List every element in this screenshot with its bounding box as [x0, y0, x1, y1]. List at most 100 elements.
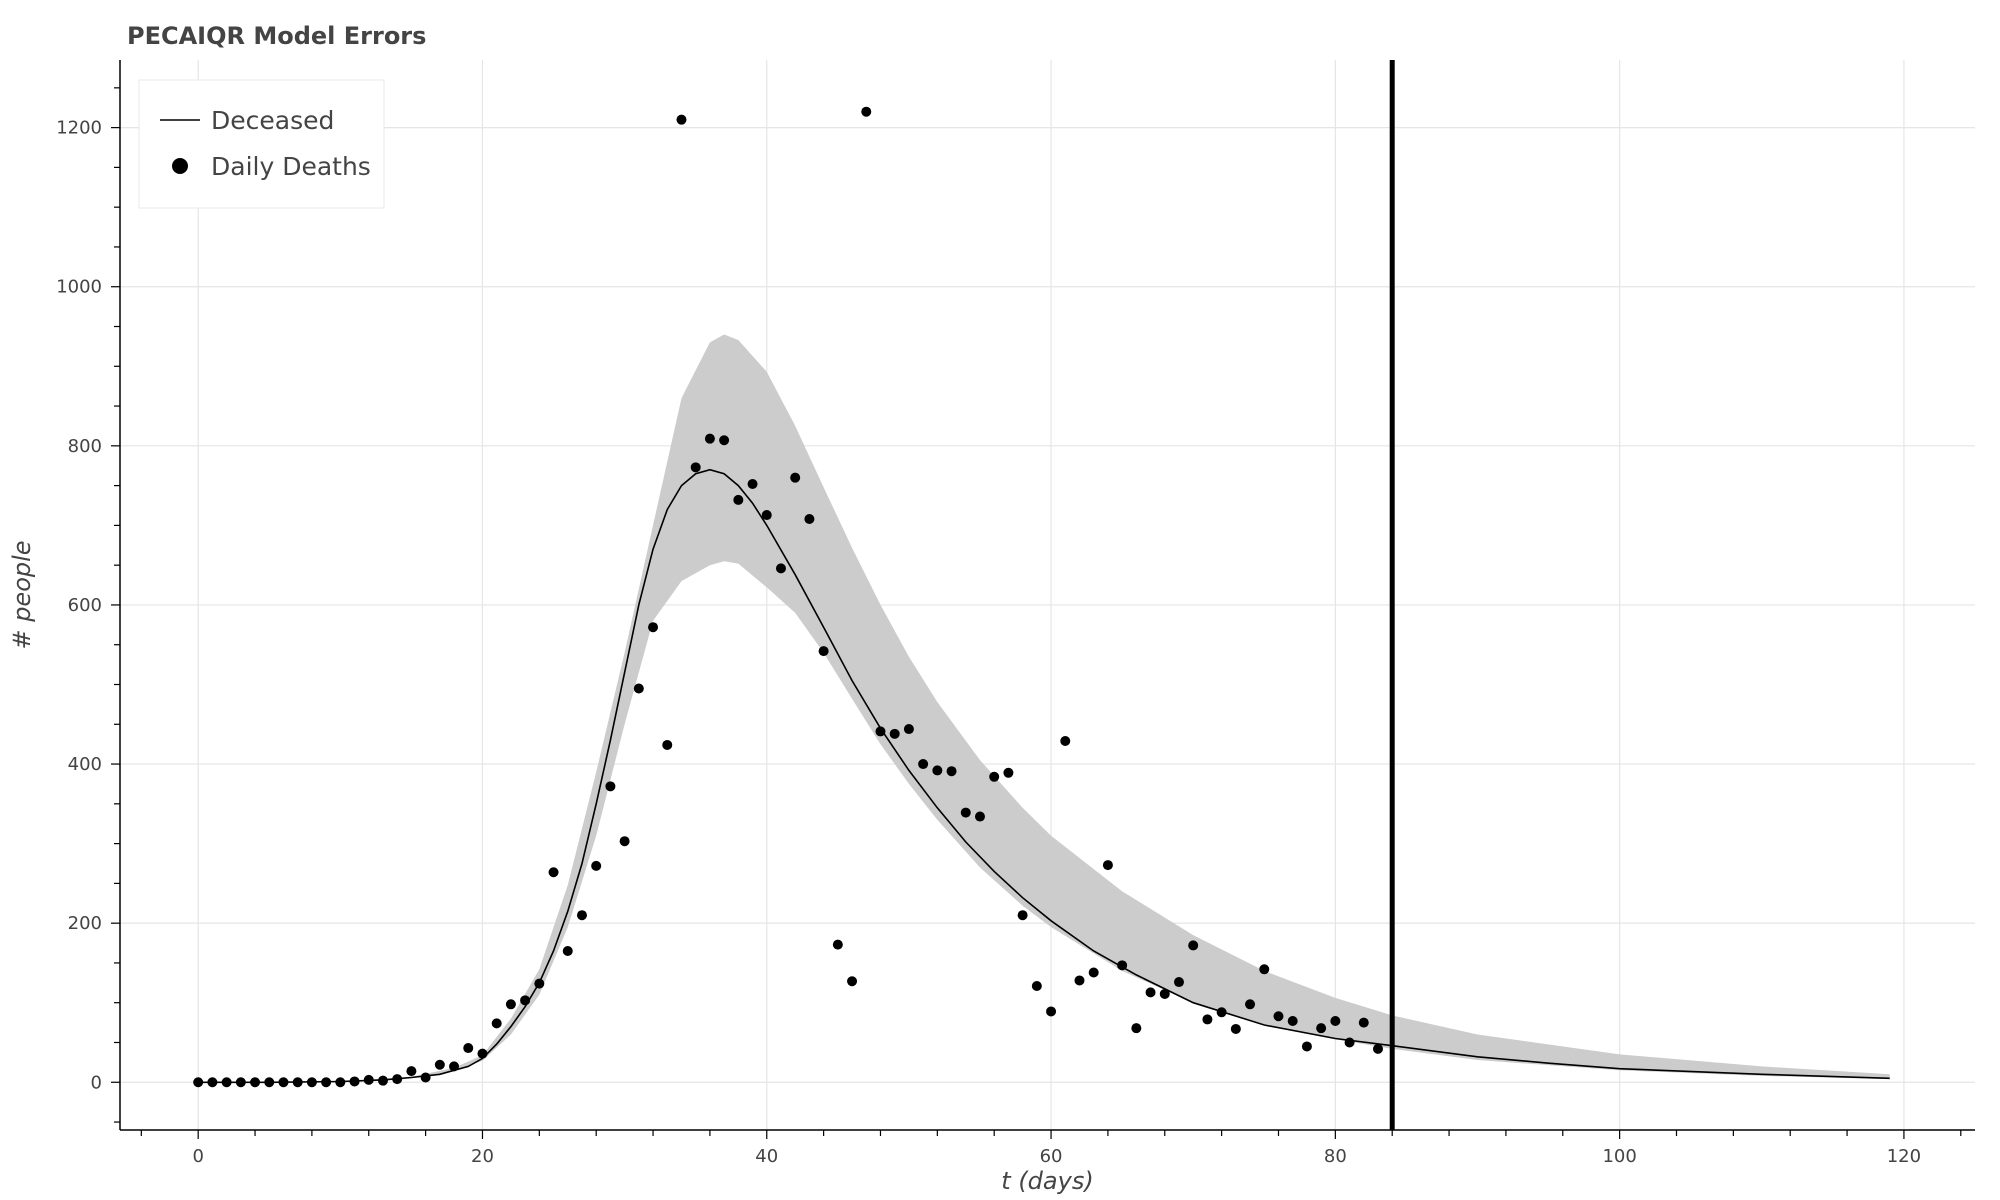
daily-deaths-point [960, 807, 971, 818]
daily-deaths-point [676, 114, 687, 125]
daily-deaths-point [520, 995, 531, 1006]
x-tick-label: 60 [1040, 1146, 1063, 1167]
daily-deaths-point [932, 765, 943, 776]
daily-deaths-point [619, 836, 630, 847]
daily-deaths-point [1301, 1041, 1312, 1052]
daily-deaths-point [278, 1077, 289, 1088]
daily-deaths-point [1017, 910, 1028, 921]
daily-deaths-point [847, 976, 858, 987]
legend-label-daily-deaths: Daily Deaths [211, 152, 371, 181]
daily-deaths-point [1145, 987, 1156, 998]
daily-deaths-point [648, 622, 659, 633]
daily-deaths-point [477, 1048, 488, 1059]
daily-deaths-point [434, 1059, 445, 1070]
x-tick-label: 0 [192, 1146, 203, 1167]
daily-deaths-point [633, 683, 644, 694]
daily-deaths-point [775, 563, 786, 574]
daily-deaths-point [1287, 1016, 1298, 1027]
daily-deaths-point [1159, 988, 1170, 999]
daily-deaths-point [989, 771, 1000, 782]
daily-deaths-point [562, 946, 573, 957]
y-tick-label: 0 [91, 1072, 102, 1093]
daily-deaths-point [548, 867, 559, 878]
daily-deaths-point [1259, 964, 1270, 975]
x-tick-label: 40 [755, 1146, 778, 1167]
daily-deaths-point [690, 462, 701, 473]
daily-deaths-point [349, 1076, 360, 1087]
daily-deaths-point [406, 1066, 417, 1077]
y-tick-label: 600 [68, 595, 102, 616]
daily-deaths-point [790, 472, 801, 483]
daily-deaths-point [463, 1043, 474, 1054]
daily-deaths-point [889, 728, 900, 739]
daily-deaths-point [1173, 977, 1184, 988]
daily-deaths-point [420, 1072, 431, 1083]
daily-deaths-point [1273, 1011, 1284, 1022]
daily-deaths-point [392, 1074, 403, 1085]
daily-deaths-point [264, 1077, 275, 1088]
daily-deaths-point [1316, 1023, 1327, 1034]
daily-deaths-point [1031, 981, 1042, 992]
daily-deaths-point [1060, 735, 1071, 746]
daily-deaths-point [1344, 1037, 1355, 1048]
daily-deaths-point [832, 939, 843, 950]
daily-deaths-point [576, 910, 587, 921]
y-axis-label: # people [8, 540, 36, 649]
daily-deaths-point [321, 1077, 332, 1088]
daily-deaths-point [505, 999, 516, 1010]
daily-deaths-point [1088, 967, 1099, 978]
daily-deaths-point [1330, 1016, 1341, 1027]
daily-deaths-point [875, 726, 886, 737]
daily-deaths-point [1003, 767, 1014, 778]
y-tick-label: 1200 [56, 118, 102, 139]
daily-deaths-point [377, 1075, 388, 1086]
x-tick-label: 100 [1602, 1146, 1636, 1167]
legend: Deceased Daily Deaths [138, 79, 385, 209]
daily-deaths-point [449, 1061, 460, 1072]
daily-deaths-point [1245, 999, 1256, 1010]
daily-deaths-points [193, 106, 1383, 1088]
legend-dot-swatch [172, 158, 188, 174]
grid [120, 60, 1975, 1130]
daily-deaths-point [193, 1077, 204, 1088]
y-tick-label: 400 [68, 754, 102, 775]
legend-box [138, 79, 385, 209]
daily-deaths-point [1188, 940, 1199, 951]
chart-title: PECAIQR Model Errors [127, 22, 426, 50]
daily-deaths-point [1230, 1023, 1241, 1034]
daily-deaths-point [946, 766, 957, 777]
daily-deaths-point [1117, 960, 1128, 971]
daily-deaths-point [704, 433, 715, 444]
daily-deaths-point [335, 1077, 346, 1088]
x-tick-label: 80 [1324, 1146, 1347, 1167]
daily-deaths-point [605, 781, 616, 792]
daily-deaths-point [733, 494, 744, 505]
daily-deaths-point [1372, 1043, 1383, 1054]
daily-deaths-point [591, 860, 602, 871]
x-tick-label: 20 [471, 1146, 494, 1167]
daily-deaths-point [207, 1077, 218, 1088]
daily-deaths-point [903, 724, 914, 735]
deceased-line [198, 468, 1890, 1084]
daily-deaths-point [250, 1077, 261, 1088]
daily-deaths-point [719, 435, 730, 446]
daily-deaths-point [861, 106, 872, 117]
daily-deaths-point [1202, 1014, 1213, 1025]
daily-deaths-point [221, 1077, 232, 1088]
y-tick-label: 1000 [56, 277, 102, 298]
daily-deaths-point [1358, 1017, 1369, 1028]
daily-deaths-point [235, 1077, 246, 1088]
daily-deaths-point [1046, 1006, 1057, 1017]
daily-deaths-point [1074, 975, 1085, 986]
daily-deaths-point [918, 759, 929, 770]
daily-deaths-point [1216, 1007, 1227, 1018]
daily-deaths-point [662, 739, 673, 750]
daily-deaths-point [761, 510, 772, 521]
daily-deaths-point [818, 646, 829, 657]
daily-deaths-point [804, 514, 815, 525]
x-tick-label: 120 [1887, 1146, 1921, 1167]
y-tick-label: 800 [68, 436, 102, 457]
daily-deaths-point [306, 1077, 317, 1088]
